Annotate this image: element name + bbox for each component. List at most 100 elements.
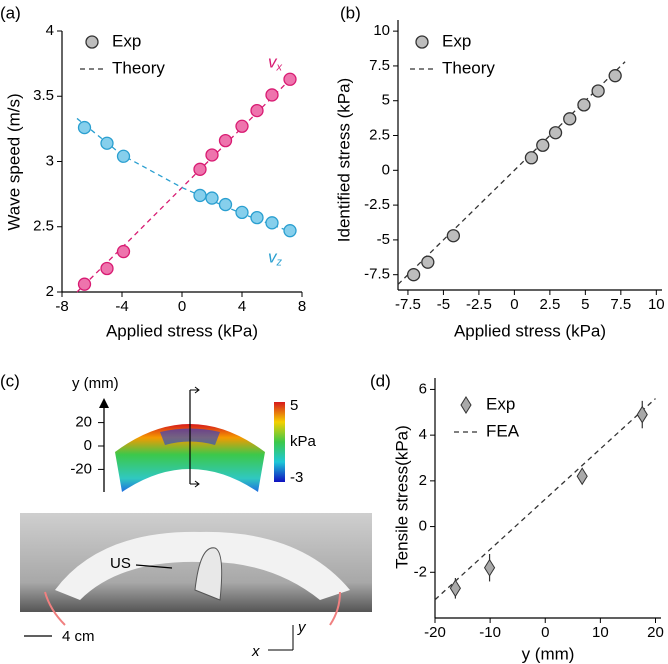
panel-label: (c): [0, 371, 20, 390]
y-axis-label: Wave speed (m/s): [4, 93, 23, 230]
legend-marker: [415, 35, 429, 49]
photo-sample: [55, 531, 350, 600]
legend-marker: [85, 35, 99, 49]
marker: [265, 216, 279, 230]
x-tick-label: 20: [647, 624, 664, 641]
y-tick-label: 6: [419, 380, 427, 397]
x-tick-label: 2.5: [539, 296, 560, 313]
series-label-main: v: [268, 248, 278, 267]
photo-probe: [194, 547, 223, 601]
marker: [524, 151, 539, 165]
x-tick-label: -10: [479, 624, 501, 641]
legend-label: Theory: [112, 58, 165, 77]
marker: [483, 558, 496, 577]
colorbar-label: kPa: [290, 433, 317, 450]
marker: [449, 579, 461, 598]
marker: [576, 467, 588, 486]
marker: [193, 162, 207, 176]
arrowhead: [99, 398, 109, 408]
x-tick-label: -20: [424, 624, 446, 641]
marker: [548, 126, 563, 140]
series-label-main: v: [268, 53, 278, 72]
x-tick-label: -2.5: [466, 296, 492, 313]
legend-marker: [460, 396, 472, 414]
marker: [250, 210, 264, 225]
x-tick-label: 0: [178, 298, 186, 315]
y-tick-label: -7.5: [364, 266, 390, 283]
marker: [563, 112, 577, 126]
legend-label: Exp: [486, 394, 515, 413]
series-label-sub: z: [276, 257, 283, 269]
marker: [235, 119, 249, 133]
y-tick-label: -2: [414, 563, 427, 580]
legend-label: Exp: [112, 31, 141, 50]
x-tick-label: -4: [115, 298, 128, 315]
scale-label: 4 cm: [62, 628, 95, 645]
marker: [406, 268, 421, 282]
axis-name: x: [251, 643, 260, 660]
colorbar-label: 5: [290, 397, 298, 414]
bend-arrow: [44, 591, 341, 626]
marker: [100, 261, 114, 276]
legend-label: Theory: [442, 58, 495, 77]
panel-label: (d): [370, 371, 391, 390]
y-tick-label: 4: [46, 22, 54, 39]
y-tick-label: 2.5: [33, 218, 54, 235]
legend-label: FEA: [486, 421, 520, 440]
panel-c: (c) y (mm) 5 kPa -3 US 4 cm x y: [0, 371, 372, 660]
series-label: vz: [268, 248, 283, 268]
colorbar-label: -3: [290, 469, 303, 486]
series-label: vx: [268, 53, 283, 73]
probe-label: US: [110, 555, 131, 572]
x-tick-label: 0: [541, 624, 549, 641]
marker: [265, 88, 279, 102]
y-tick-label: 10: [373, 22, 390, 39]
marker: [608, 69, 622, 83]
marker: [77, 277, 92, 291]
y-tick-label: 3.5: [33, 87, 54, 104]
marker: [577, 98, 591, 112]
marker: [116, 149, 131, 163]
panel-label: (a): [0, 3, 21, 22]
y-tick-label: 7.5: [369, 57, 390, 74]
theory-line: [434, 398, 656, 601]
x-tick-label: -8: [55, 298, 68, 315]
y-tick-label: 2: [46, 283, 54, 300]
frame-axes: [268, 625, 294, 651]
x-axis-label: y (mm): [522, 644, 575, 663]
y-tick-label: 2: [419, 472, 427, 489]
marker: [536, 138, 550, 152]
marker: [283, 224, 297, 238]
marker: [446, 229, 461, 243]
pointer: [135, 564, 173, 569]
y-tick-label: 2.5: [369, 126, 390, 143]
marker: [205, 191, 219, 205]
x-tick-label: 10: [592, 624, 609, 641]
x-tick-label: 5: [581, 296, 589, 313]
marker: [283, 72, 297, 86]
marker: [77, 120, 92, 135]
y-tick-label: 0: [84, 437, 92, 454]
marker: [591, 84, 605, 98]
x-tick-label: 7.5: [610, 296, 631, 313]
x-axis-label: Applied stress (kPa): [454, 321, 606, 340]
marker: [636, 405, 648, 424]
y-tick-label: 20: [75, 414, 92, 431]
y-tick-label: 4: [419, 426, 427, 443]
legend-label: Exp: [442, 31, 471, 50]
marker: [235, 205, 249, 220]
axis-label: y (mm): [72, 375, 119, 392]
marker: [116, 244, 131, 259]
marker: [421, 255, 435, 269]
panel-label: (b): [340, 3, 361, 22]
theory-line: [397, 61, 626, 285]
marker: [205, 148, 219, 162]
y-axis-label: Tensile stress(kPa): [392, 425, 411, 569]
section-arrow: [190, 386, 200, 488]
x-tick-label: -7.5: [395, 296, 421, 313]
x-tick-label: -5: [437, 296, 450, 313]
x-tick-label: 8: [298, 298, 306, 315]
y-tick-label: -20: [70, 460, 92, 477]
marker: [100, 136, 114, 150]
